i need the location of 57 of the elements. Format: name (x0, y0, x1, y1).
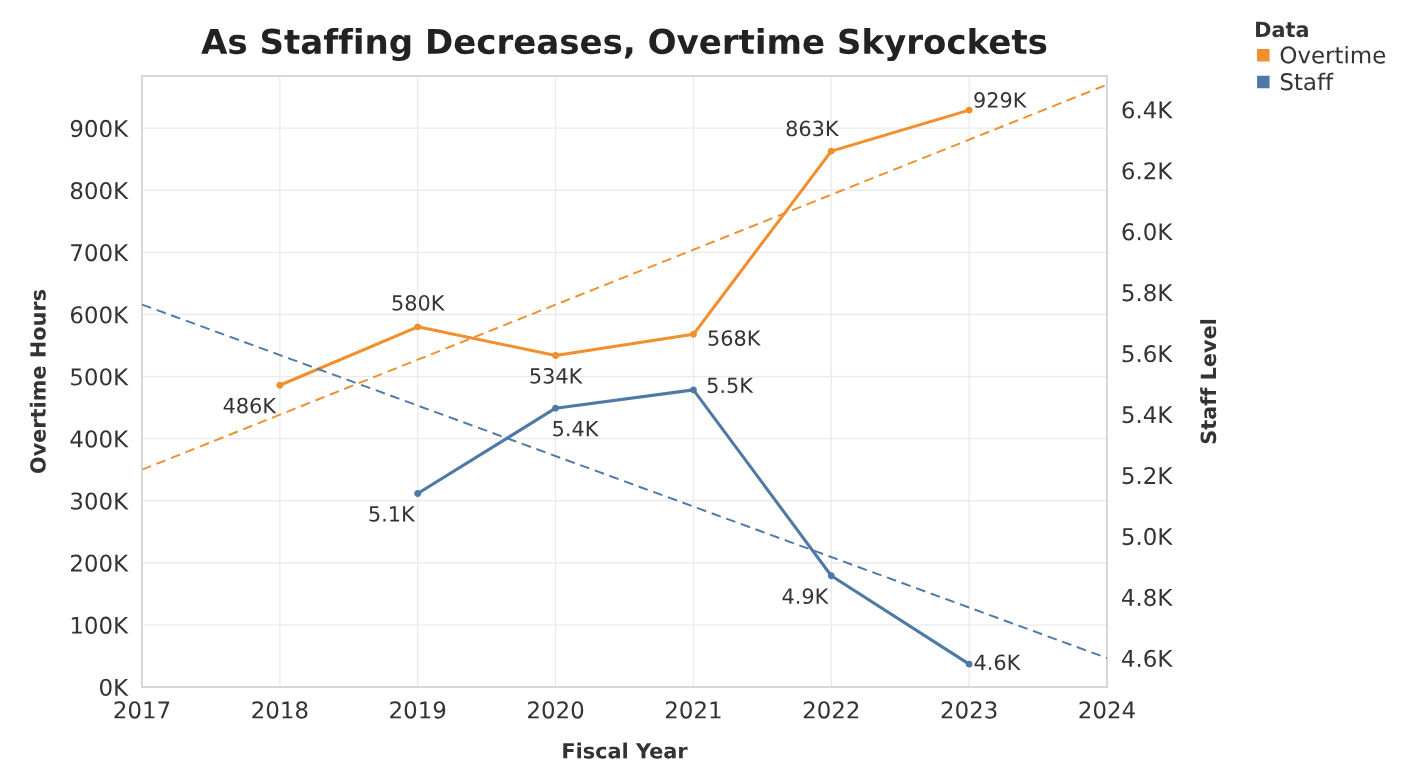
point (827, 572, 835, 580)
point (276, 381, 284, 389)
y-axis-title: Overtime Hours (29, 289, 46, 474)
x-tick-label: 2018 (252, 701, 308, 719)
point (827, 147, 835, 155)
legend-label: Overtime (1280, 45, 1386, 64)
y-tick-label: 300K (71, 492, 129, 510)
y-tick-label: 400K (70, 430, 129, 448)
legend-label: Staff (1280, 72, 1334, 91)
x-tick-label: 2019 (390, 701, 446, 719)
y2-tick-label: 5.4K (1122, 406, 1173, 424)
y2-tick-label: 4.6K (1122, 649, 1173, 668)
legend-title: Data (1256, 21, 1308, 38)
data-label: 4.9K (782, 588, 829, 605)
x-tick-label: 2017 (114, 701, 170, 719)
y2-tick-label: 4.8K (1122, 588, 1173, 607)
data-label: 534K (530, 367, 583, 384)
point (965, 660, 973, 668)
point (414, 323, 422, 331)
y-tick-label: 800K (70, 181, 129, 200)
x-tick-label: 2022 (803, 701, 859, 719)
data-label: 486K (223, 397, 277, 414)
y2-tick-label: 6.0K (1122, 223, 1173, 241)
y-tick-label: 500K (71, 368, 129, 386)
chart-title: As Staffing Decreases, Overtime Skyrockets (201, 27, 1047, 62)
x-tick-label: 2024 (1079, 701, 1135, 719)
x-tick-label: 2023 (941, 701, 997, 719)
data-label: 5.4K (553, 420, 599, 437)
x-axis-title: Fiscal Year (563, 742, 688, 759)
y-tick-label: 100K (71, 616, 129, 634)
data-label: 568K (708, 330, 761, 346)
y-tick-label: 600K (70, 306, 129, 324)
y2-tick-label: 5.0K (1122, 527, 1173, 546)
point (552, 351, 560, 359)
data-label: 5.1K (369, 506, 416, 522)
y-tick-label: 200K (71, 554, 129, 572)
x-tick-label: 2020 (528, 701, 584, 719)
y2-tick-label: 6.2K (1122, 162, 1173, 180)
data-label: 929K (974, 92, 1027, 108)
y2-tick-label: 5.6K (1122, 345, 1173, 363)
x-tick-label: 2021 (665, 701, 721, 719)
data-label: 4.6K (974, 654, 1021, 671)
y-tick-label: 0K (100, 678, 129, 697)
y-tick-label: 900K (70, 119, 129, 138)
y2-tick-label: 5.2K (1122, 466, 1173, 485)
point (965, 106, 973, 114)
y2-tick-label: 5.8K (1122, 284, 1173, 302)
point (689, 386, 697, 394)
data-label: 5.5K (707, 377, 754, 394)
point (552, 404, 560, 412)
y2-axis-title: Staff Level (1200, 319, 1217, 444)
y2-tick-label: 6.4K (1122, 101, 1173, 119)
point (414, 490, 422, 497)
point (689, 330, 697, 338)
data-label: 580K (392, 294, 445, 311)
y-tick-label: 700K (71, 244, 129, 262)
data-label: 863K (786, 120, 839, 137)
